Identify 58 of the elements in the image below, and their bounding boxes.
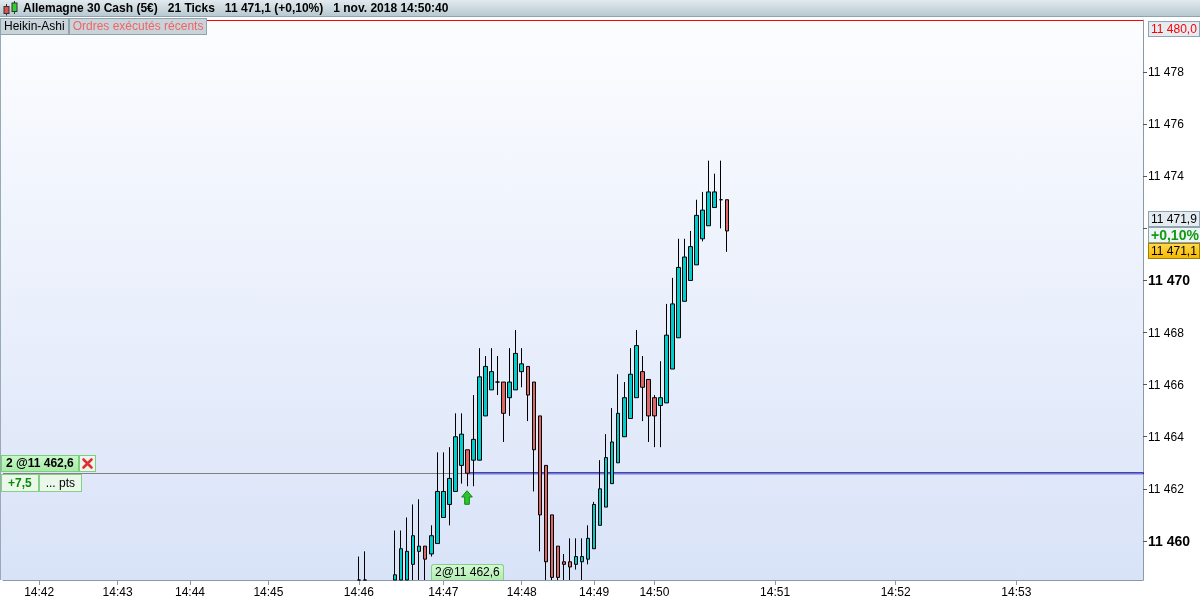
candlestick [562, 553, 566, 581]
text: +0,10% [1148, 226, 1200, 243]
candlestick [580, 537, 584, 581]
candlestick [399, 530, 403, 581]
candlestick [532, 381, 536, 492]
y-tick-label: 11 464 [1148, 429, 1185, 444]
candlestick [556, 545, 560, 581]
text: 11 471,1 [1148, 242, 1200, 259]
annotation: ... pts [38, 474, 83, 493]
candlestick [725, 199, 729, 253]
x-tick-label: 14:42 [24, 585, 55, 599]
x-tick-label: 14:44 [174, 585, 206, 599]
x-tick-label: 14:47 [428, 585, 459, 599]
candlestick [586, 524, 590, 565]
candlestick [574, 537, 578, 571]
candlestick [610, 407, 614, 485]
candlestick [417, 498, 421, 581]
candlestick [405, 516, 409, 581]
annotation: Ordres exécutés récents [68, 18, 208, 35]
candlestick [616, 373, 620, 464]
candlestick [592, 501, 596, 550]
y-tick-label: 11 476 [1148, 117, 1185, 132]
chart-title: Allemagne 30 Cash (5€) 21 Ticks 11 471,1 (+0,10%) 1 nov. 2018 14:50:40 [23, 1, 449, 16]
y-tick-label: 11 460 [1148, 532, 1191, 549]
annotation: +7,5 [1, 474, 39, 493]
x-tick-label: 14:48 [506, 585, 538, 599]
candlestick [526, 365, 530, 422]
y-tick-label: 11 466 [1148, 377, 1185, 392]
x-tick-label: 14:51 [760, 585, 791, 599]
candlestick [357, 556, 361, 581]
x-tick-label: 14:43 [102, 585, 133, 599]
candlestick [550, 514, 554, 581]
annotation: Heikin-Ashi [0, 18, 69, 35]
ref-line-label: 11 480,0 [1148, 21, 1200, 37]
candlestick [604, 433, 608, 508]
candlestick [423, 545, 427, 581]
candlestick [568, 537, 572, 581]
candlestick [538, 415, 542, 552]
candlestick [719, 160, 723, 229]
x-tick-label: 14:53 [1001, 585, 1032, 599]
candlestick [363, 550, 367, 581]
ref-line-label: 2 @11 462,6 [1, 455, 79, 473]
x-tick-label: 14:49 [579, 585, 610, 599]
y-tick-label: 11 462 [1148, 481, 1185, 496]
y-tick-label: 11 468 [1148, 325, 1185, 340]
text: 11 471,9 [1148, 210, 1200, 227]
x-tick-label: 14:50 [639, 585, 670, 599]
x-tick-label: 14:52 [880, 585, 912, 599]
candlestick [393, 530, 397, 581]
candlestick [411, 503, 415, 581]
y-tick-label: 11 470 [1148, 272, 1191, 289]
y-tick-label: 11 474 [1148, 169, 1185, 184]
annotation: 2@11 462,6 [431, 564, 504, 580]
x-tick-label: 14:46 [343, 585, 375, 599]
y-tick-label: 11 478 [1148, 65, 1185, 80]
candlestick [544, 464, 548, 581]
x-tick-label: 14:45 [253, 585, 284, 599]
candlestick [598, 459, 602, 526]
